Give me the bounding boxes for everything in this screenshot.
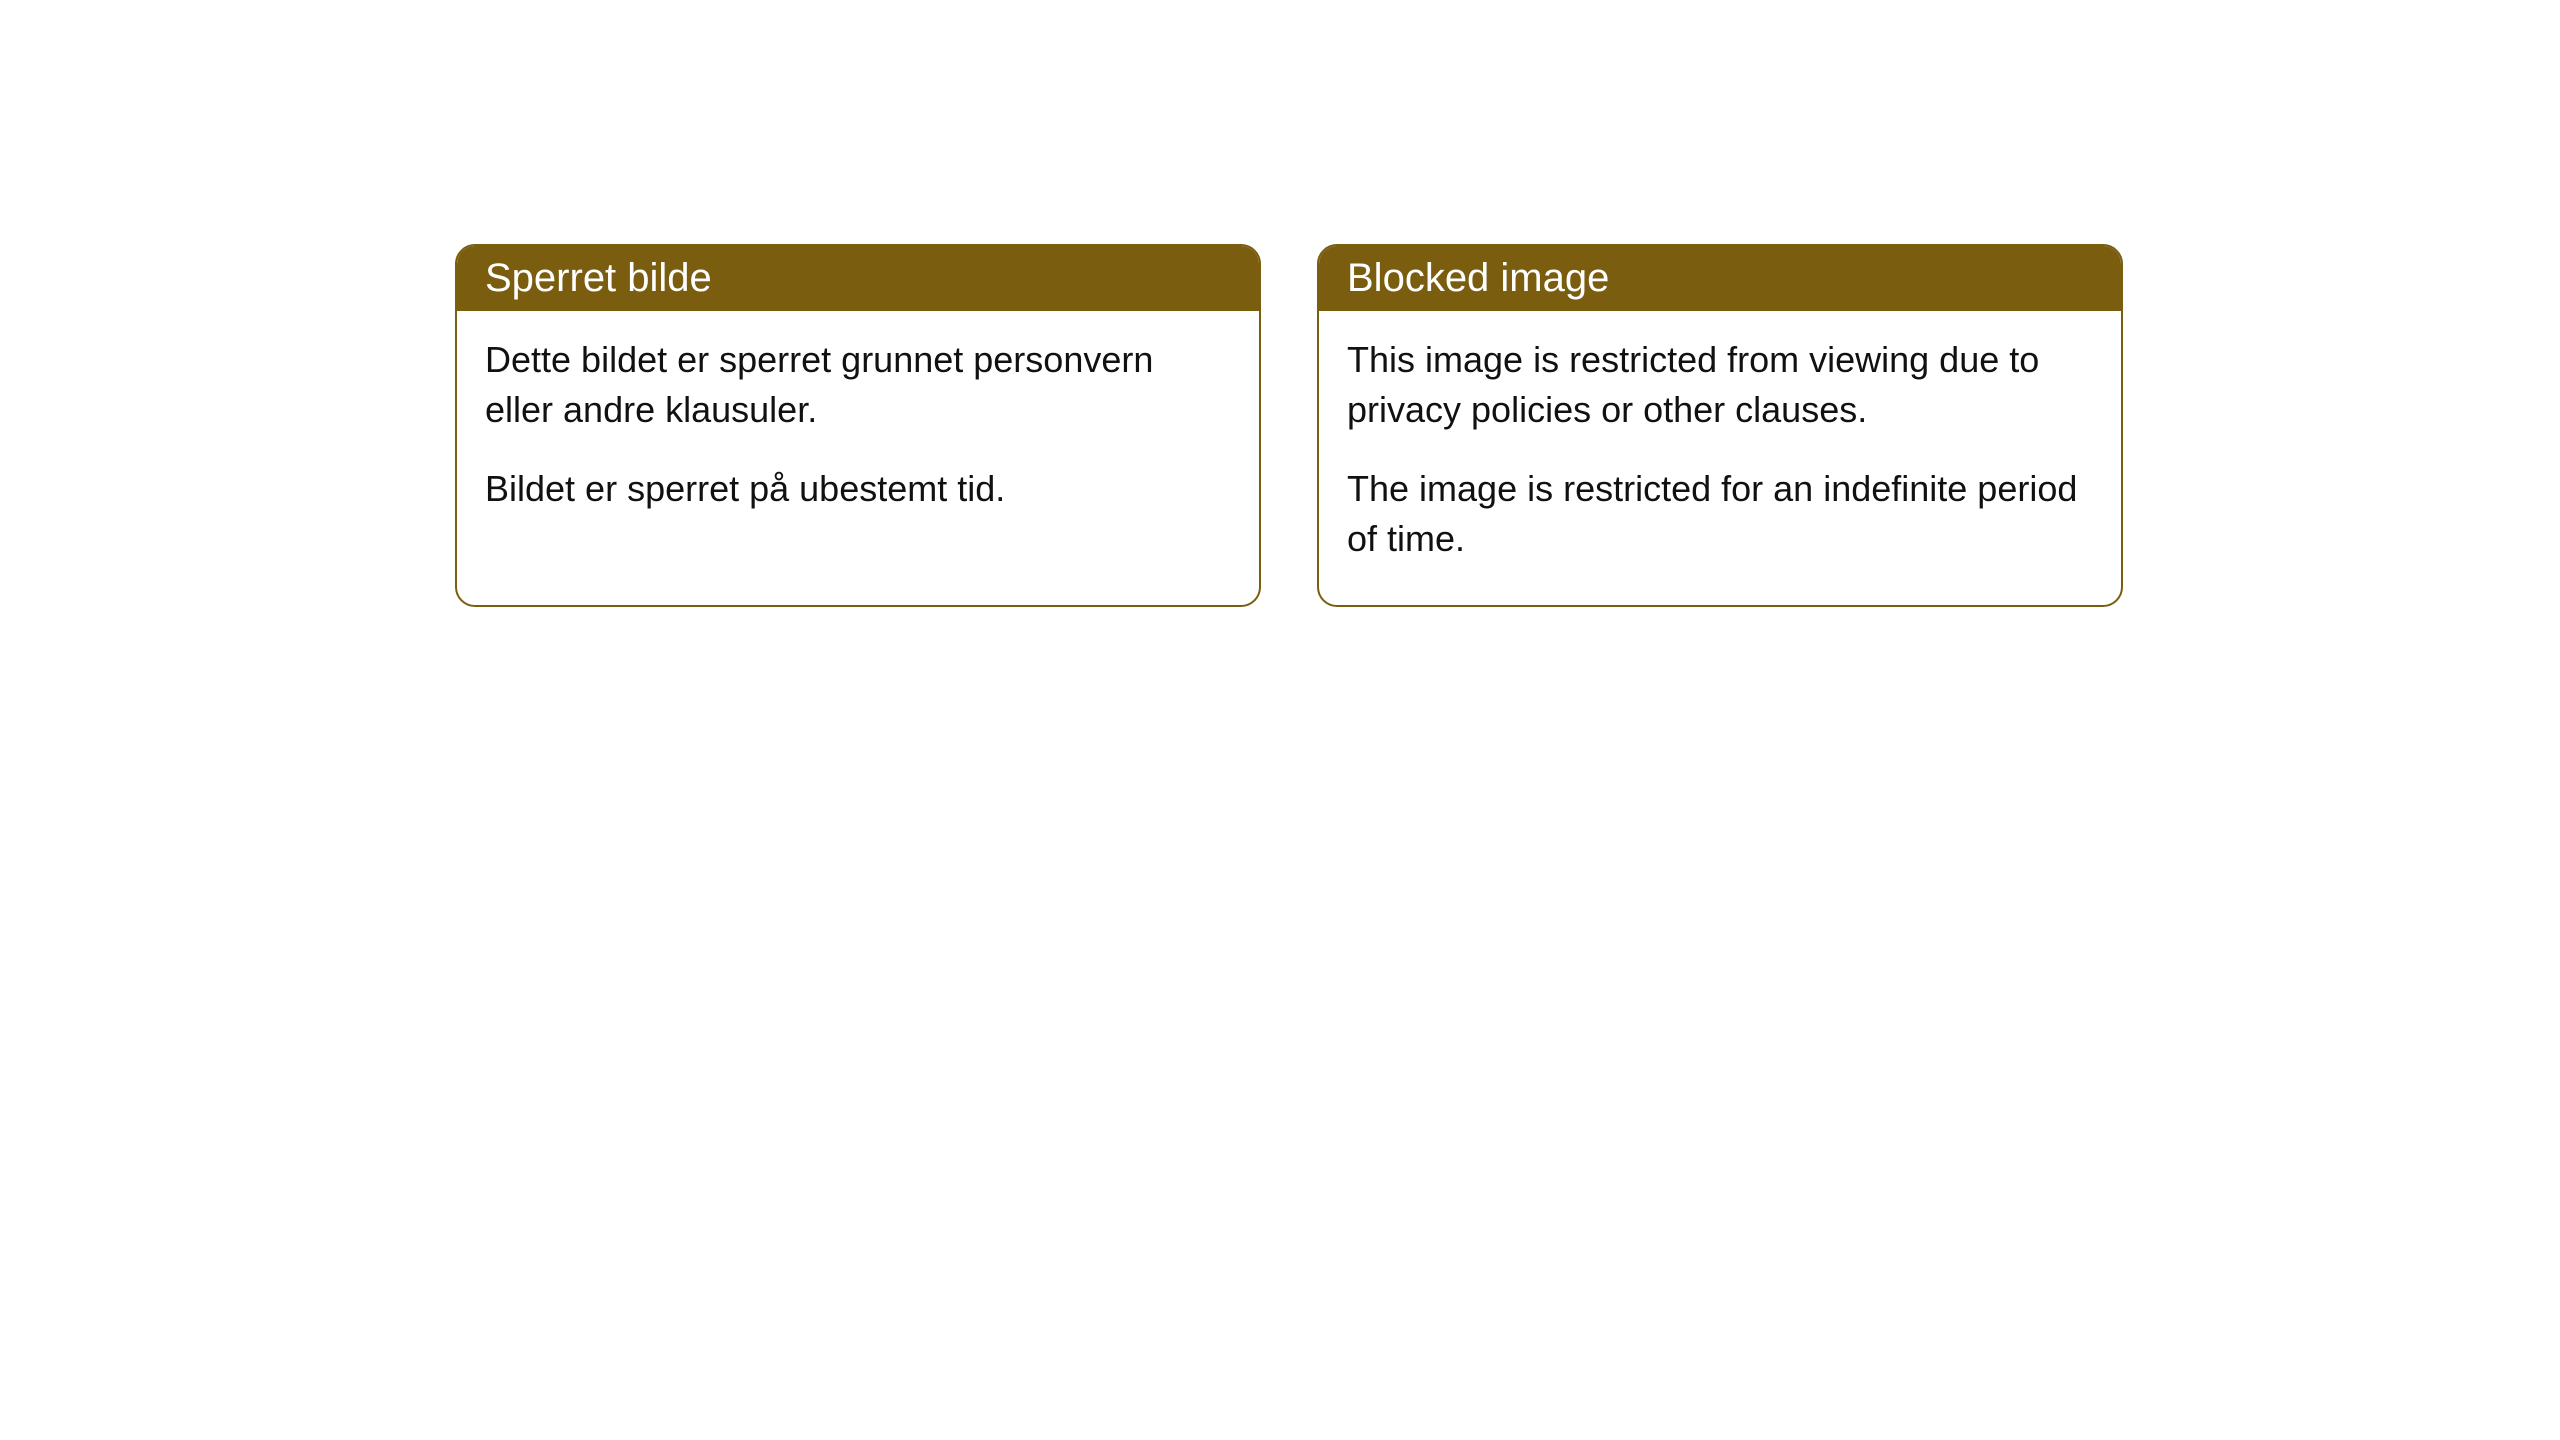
card-title: Blocked image (1347, 256, 1609, 300)
card-paragraph: Dette bildet er sperret grunnet personve… (485, 335, 1231, 436)
card-paragraph: The image is restricted for an indefinit… (1347, 464, 2093, 565)
card-title: Sperret bilde (485, 256, 712, 300)
card-body: This image is restricted from viewing du… (1319, 311, 2121, 605)
cards-container: Sperret bilde Dette bildet er sperret gr… (0, 0, 2560, 607)
blocked-image-card-no: Sperret bilde Dette bildet er sperret gr… (455, 244, 1261, 607)
card-paragraph: Bildet er sperret på ubestemt tid. (485, 464, 1231, 514)
card-paragraph: This image is restricted from viewing du… (1347, 335, 2093, 436)
card-header: Sperret bilde (457, 246, 1259, 311)
card-body: Dette bildet er sperret grunnet personve… (457, 311, 1259, 554)
blocked-image-card-en: Blocked image This image is restricted f… (1317, 244, 2123, 607)
card-header: Blocked image (1319, 246, 2121, 311)
